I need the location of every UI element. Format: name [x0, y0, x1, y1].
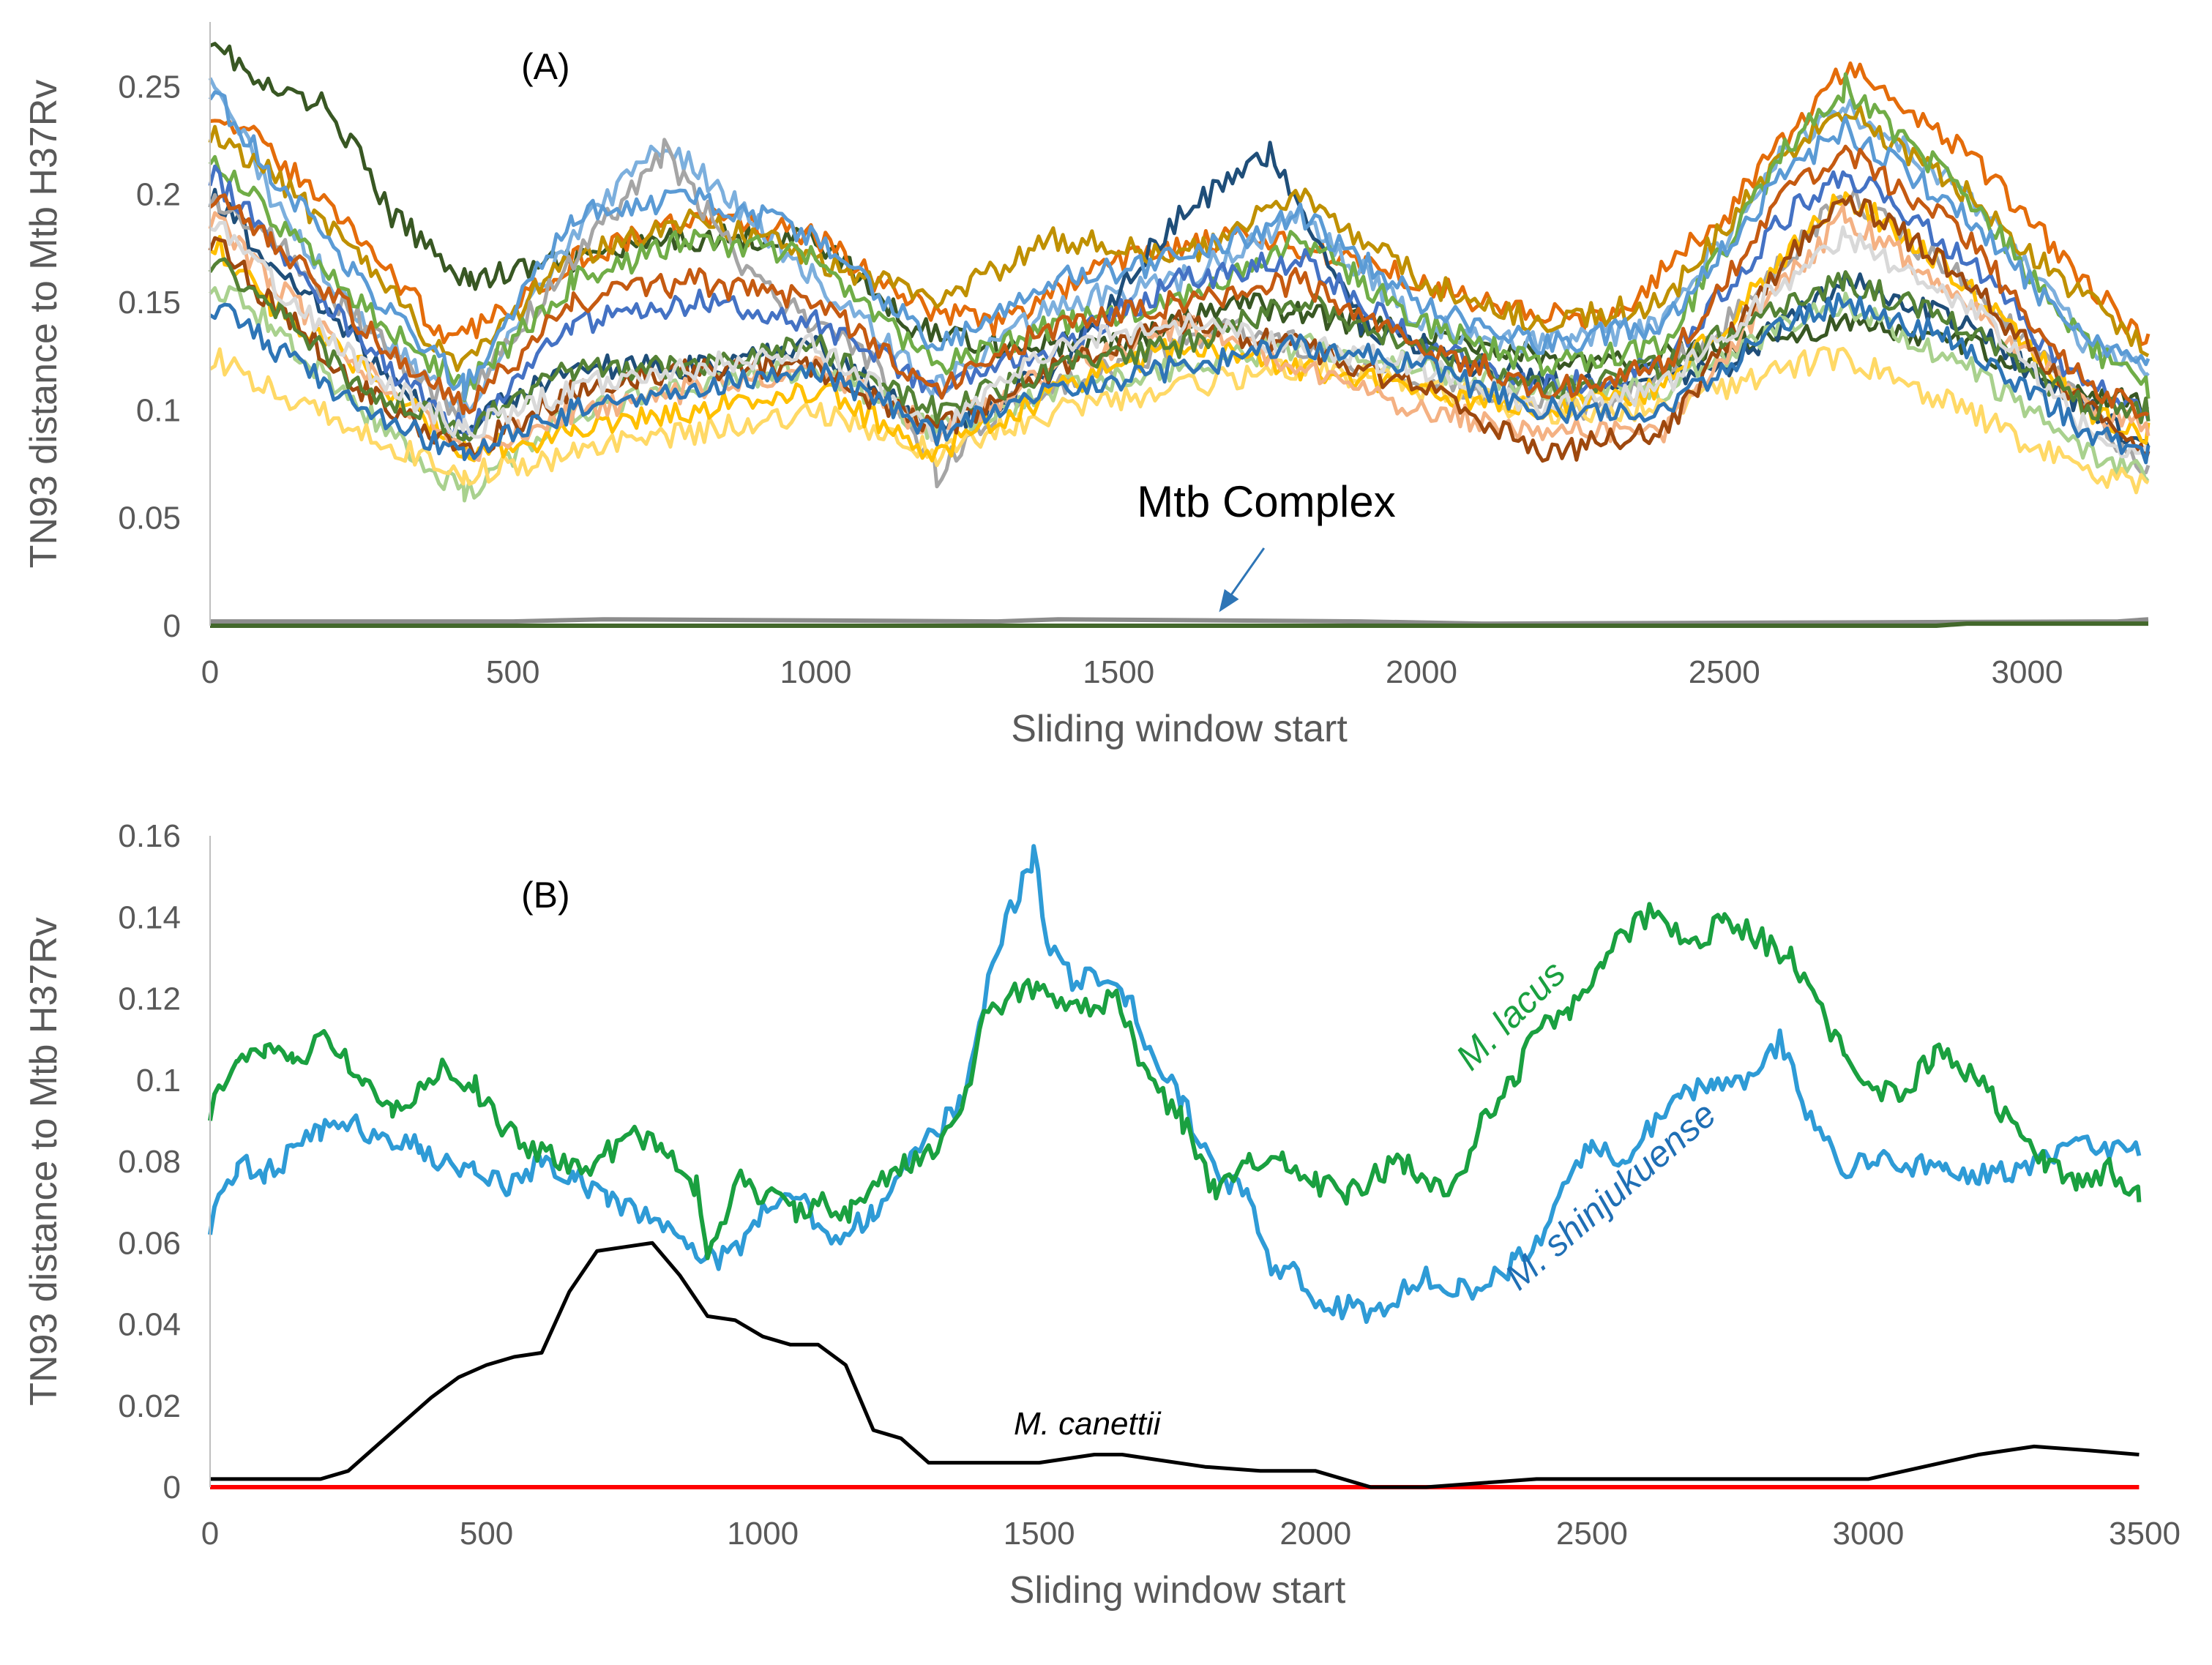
x-tick-label: 2000	[1279, 1516, 1351, 1552]
y-tick-label: 0.1	[136, 392, 181, 428]
y-tick-label: 0.02	[118, 1388, 181, 1424]
m-lacus-label: M. lacus	[1448, 953, 1573, 1078]
x-tick-label: 1000	[727, 1516, 799, 1552]
x-tick-label: 2000	[1386, 654, 1457, 690]
series-line	[208, 195, 2151, 463]
m-canettii-label: M. canettii	[1014, 1406, 1162, 1442]
y-tick-label: 0.04	[118, 1307, 181, 1343]
series-line	[209, 220, 2151, 459]
panel-b-y-ticks: 0 0.02 0.04 0.06 0.08 0.1 0.12 0.14 0.16	[118, 818, 181, 1505]
y-tick-label: 0.2	[136, 177, 181, 213]
panel-b-series	[208, 844, 2142, 1489]
x-tick-label: 1000	[780, 654, 852, 690]
x-tick-label: 3000	[1832, 1516, 1904, 1552]
y-tick-label: 0.25	[118, 69, 181, 105]
mtb-complex-annotation: Mtb Complex	[1137, 477, 1395, 526]
x-tick-label: 500	[460, 1516, 513, 1552]
panel-a-x-axis-title: Sliding window start	[1011, 708, 1348, 750]
series-line	[208, 90, 2151, 401]
y-tick-label: 0.12	[118, 981, 181, 1017]
x-tick-label: 1500	[1004, 1516, 1075, 1552]
series-line	[208, 902, 2142, 1260]
m-shinjukuense-label: M. shinjukuense	[1497, 1093, 1723, 1298]
series-line	[208, 164, 2151, 441]
x-tick-label: 2500	[1689, 654, 1760, 690]
series-line	[208, 203, 2151, 463]
y-tick-label: 0	[163, 1470, 181, 1505]
panel-b-y-axis-title: TN93 distance to Mtb H37Rv	[23, 917, 65, 1406]
series-line	[209, 144, 2150, 419]
x-tick-label: 1500	[1083, 654, 1154, 690]
series-line	[208, 844, 2142, 1324]
y-tick-label: 0	[163, 608, 181, 644]
panel-b-label: (B)	[521, 875, 570, 916]
panel-a: 0 500 1000 1500 2000 2500 3000 0 0.05 0.1 0.15 0.2…	[23, 22, 2151, 750]
panel-b-x-axis-title: Sliding window start	[1009, 1569, 1346, 1612]
y-tick-label: 0.1	[136, 1063, 181, 1099]
y-tick-label: 0.08	[118, 1144, 181, 1180]
series-line	[210, 621, 2148, 628]
y-tick-label: 0.14	[118, 899, 181, 935]
y-tick-label: 0.16	[118, 818, 181, 854]
x-tick-label: 3500	[2109, 1516, 2181, 1552]
series-line	[209, 345, 2150, 495]
series-line	[209, 292, 2151, 465]
x-tick-label: 3000	[1992, 654, 2063, 690]
y-tick-label: 0.15	[118, 285, 181, 321]
panel-b: 0 500 1000 1500 2000 2500 3000 3500 0 0.02 0.04 0.…	[23, 818, 2181, 1612]
y-tick-label: 0.06	[118, 1225, 181, 1261]
series-line	[208, 257, 2151, 442]
mtb-complex-arrow	[1219, 547, 1266, 613]
series-line	[209, 61, 2151, 347]
panel-a-x-ticks: 0 500 1000 1500 2000 2500 3000	[201, 654, 2063, 690]
x-tick-label: 500	[486, 654, 539, 690]
panel-a-series	[208, 42, 2151, 628]
series-line	[210, 1241, 2140, 1489]
panel-a-label: (A)	[521, 46, 570, 87]
panel-a-y-axis-title: TN93 distance to Mtb H37Rv	[23, 80, 65, 569]
y-tick-label: 0.05	[118, 501, 181, 536]
panel-a-y-ticks: 0 0.05 0.1 0.15 0.2 0.25	[118, 69, 181, 644]
series-line	[208, 104, 2150, 373]
series-line	[210, 617, 2149, 626]
x-tick-label: 0	[201, 654, 219, 690]
x-tick-label: 0	[201, 1516, 219, 1552]
panel-b-x-ticks: 0 500 1000 1500 2000 2500 3000 3500	[201, 1516, 2181, 1552]
x-tick-label: 2500	[1556, 1516, 1628, 1552]
series-line	[208, 72, 2151, 403]
